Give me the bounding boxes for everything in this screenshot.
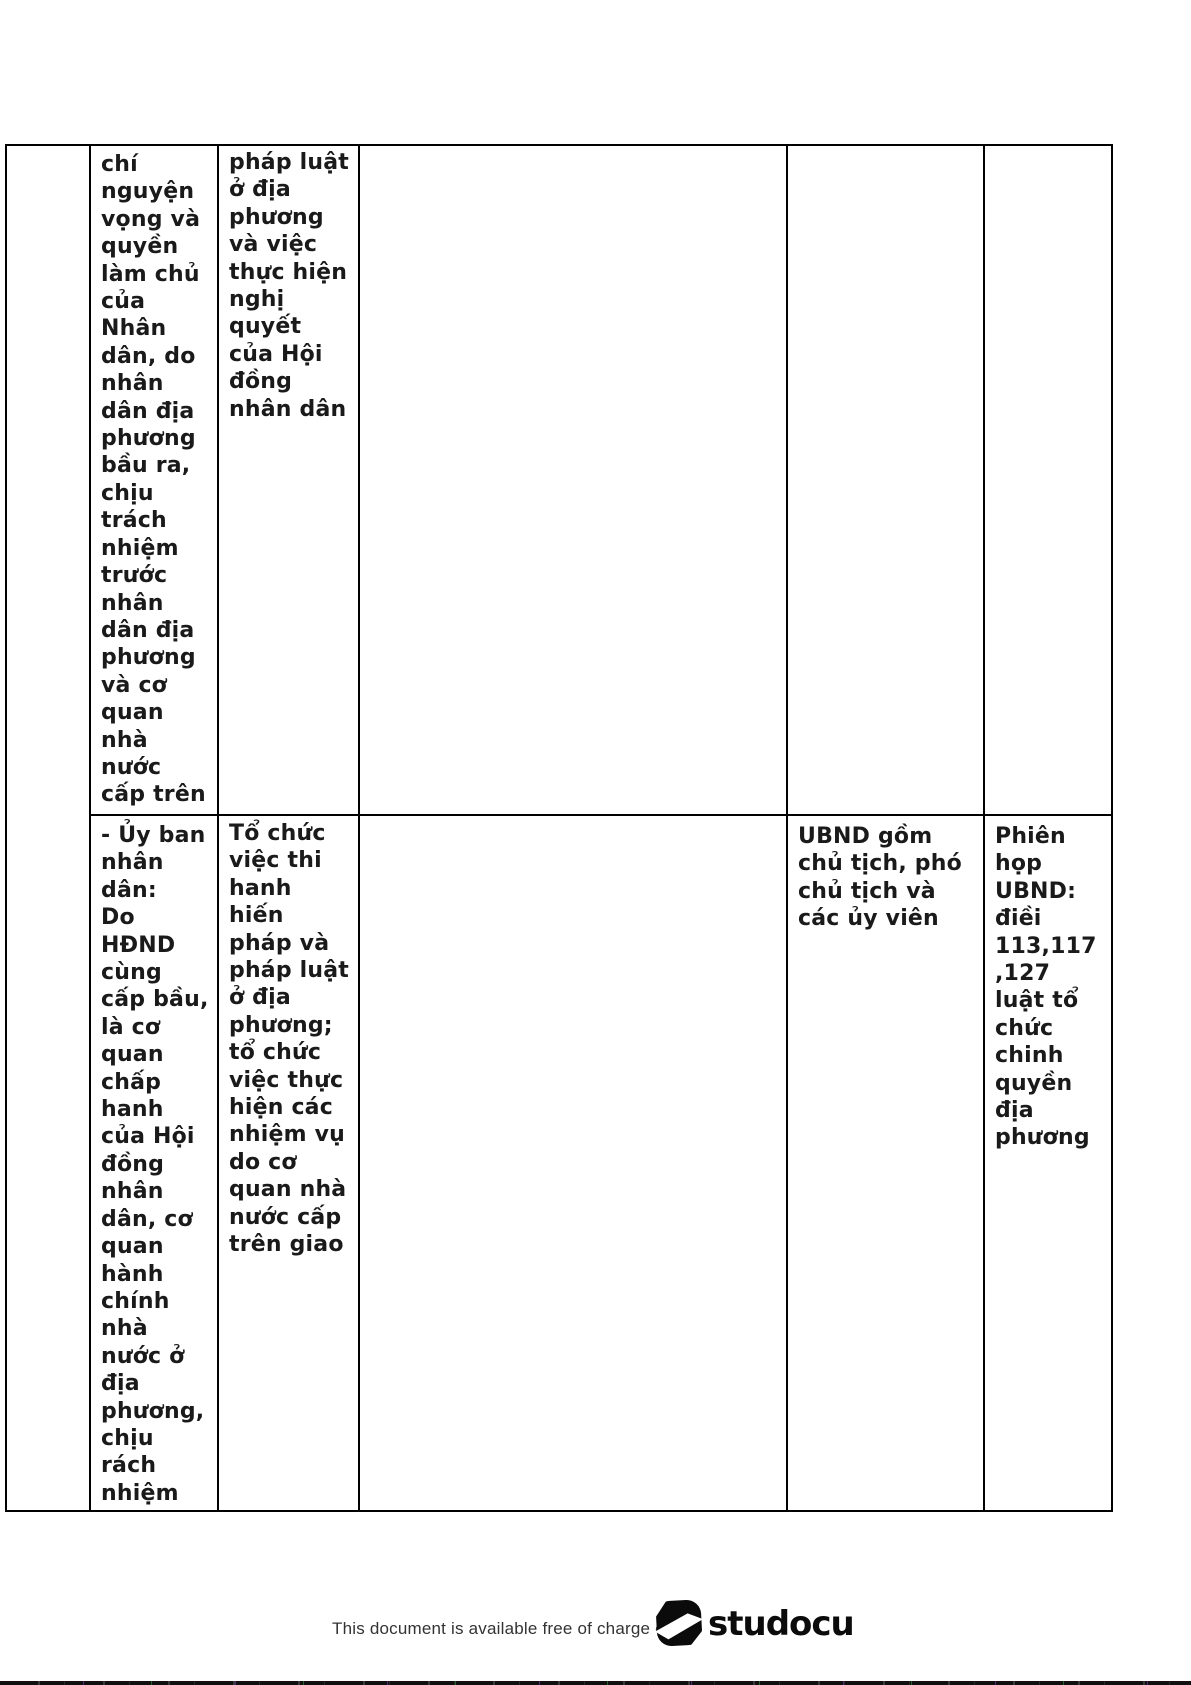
studocu-wordmark: studocu	[708, 1604, 855, 1644]
table-border-col2-col3	[217, 144, 219, 1512]
cell-ubnd-structure: UBND gồm chủ tịch, phó chủ tịch và các ủ…	[798, 824, 962, 932]
cell-ubnd-description: - Ủy ban nhân dân: Do HĐND cùng cấp bầu,…	[101, 823, 209, 1506]
table-border-col5-col6	[983, 144, 985, 1512]
table-border-col1-col2	[89, 144, 91, 1512]
table-border-top	[5, 144, 1113, 146]
cell-hdnd-description: chí nguyện vọng và quyền làm chủ của Nhâ…	[101, 152, 206, 808]
table-row-divider	[89, 814, 1113, 816]
page-edge-artifact	[0, 1681, 1191, 1685]
table-border-bottom	[5, 1510, 1113, 1512]
cell-ubnd-function: Tổ chức việc thi hanh hiến pháp và pháp …	[229, 821, 350, 1258]
cell-ubnd-reference: Phiên họp UBND: điềi 113,117 ,127 luật t…	[995, 824, 1097, 1151]
cell-hdnd-function: pháp luật ở địa phương và việc thực hiện…	[229, 150, 350, 422]
table-border-col3-col4	[358, 144, 360, 1512]
table-border-col4-col5	[786, 144, 788, 1512]
footer-notice: This document is available free of charg…	[332, 1619, 675, 1638]
table-border-left	[5, 144, 7, 1512]
table-border-right	[1111, 144, 1113, 1512]
studocu-logo-icon	[655, 1599, 703, 1647]
